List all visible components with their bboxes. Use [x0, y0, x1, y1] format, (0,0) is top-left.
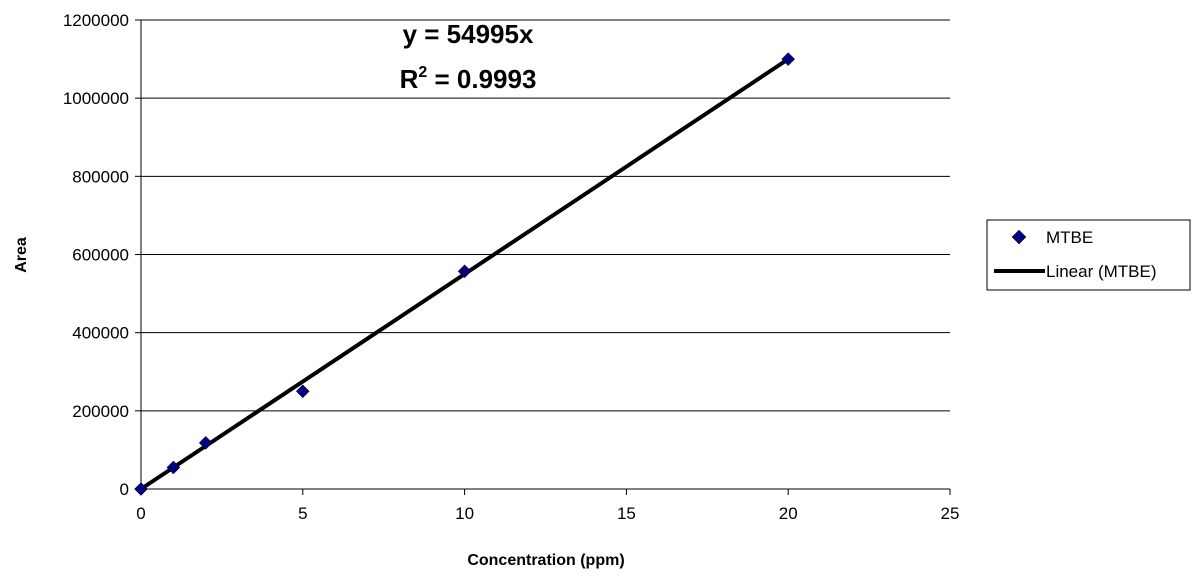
data-point [781, 52, 796, 66]
data-point [198, 436, 213, 450]
x-tick-label: 20 [779, 504, 798, 523]
grid-lines [141, 19, 950, 412]
y-tick-label: 600000 [72, 246, 129, 265]
y-tick-labels: 0 200000 400000 600000 800000 1000000 1200000 [63, 11, 129, 499]
data-points [134, 52, 796, 496]
x-tick-label: 15 [617, 504, 636, 523]
r-squared-label: R2 = 0.9993 [400, 64, 537, 94]
y-tick-label: 0 [120, 480, 129, 499]
y-tick-label: 1000000 [63, 89, 129, 108]
y-tick-label: 200000 [72, 402, 129, 421]
y-axis-title: Area [13, 237, 30, 273]
x-tick-label: 5 [298, 504, 307, 523]
y-tick-label: 800000 [72, 167, 129, 186]
r-squared-value: = 0.9993 [427, 64, 536, 94]
x-tick-label: 0 [136, 504, 145, 523]
data-point [295, 384, 310, 399]
x-axis-title: Concentration (ppm) [467, 552, 624, 569]
r-squared-exponent: 2 [418, 64, 427, 81]
y-tick-label: 1200000 [63, 11, 129, 30]
data-point [166, 460, 181, 475]
legend-label-mtbe: MTBE [1046, 228, 1093, 247]
legend-diamond-icon [1011, 229, 1027, 245]
legend: MTBE Linear (MTBE) [986, 219, 1191, 291]
data-point [134, 482, 148, 496]
x-tick-labels: 0 5 10 15 20 25 [136, 504, 959, 523]
r-squared-base: R [400, 64, 419, 94]
x-tick-label: 10 [455, 504, 474, 523]
axes [135, 19, 951, 495]
data-point [457, 264, 472, 279]
y-tick-label: 400000 [72, 324, 129, 343]
legend-label-linear: Linear (MTBE) [1046, 262, 1157, 281]
x-tick-label: 25 [941, 504, 960, 523]
trendline-equation: y = 54995x [403, 19, 534, 49]
